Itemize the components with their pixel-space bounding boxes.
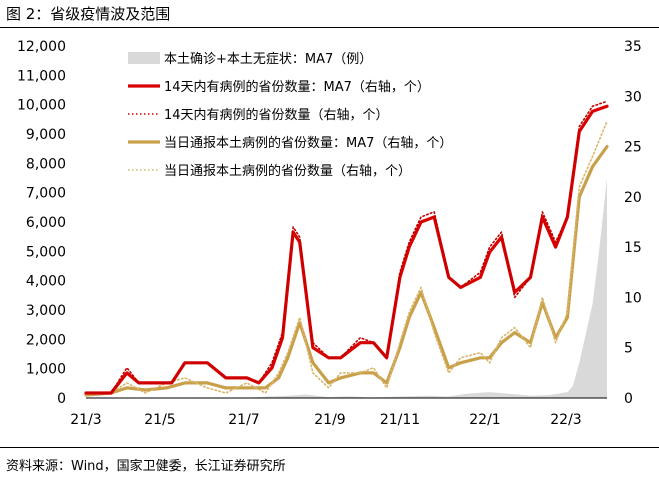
y-left-tick-label: 4,000 <box>26 274 66 290</box>
source-note: 资料来源：Wind，国家卫健委，长江证券研究所 <box>6 459 286 474</box>
y-left-tick-label: 0 <box>57 391 66 407</box>
y-left-tick-label: 9,000 <box>26 127 66 143</box>
x-tick-label: 21/5 <box>144 412 175 428</box>
line-red-daily <box>85 100 608 394</box>
bar-area <box>86 178 607 398</box>
y-left-tick-label: 8,000 <box>26 156 66 172</box>
x-tick-label: 22/3 <box>550 412 581 428</box>
legend-label: 14天内有病例的省份数量（右轴，个） <box>164 107 389 123</box>
y-right-tick-label: 15 <box>624 240 642 256</box>
y-right-tick-label: 25 <box>624 140 642 156</box>
y-left-tick-label: 2,000 <box>26 332 66 348</box>
y-left-tick-label: 11,000 <box>17 68 66 84</box>
y-right-tick-label: 10 <box>624 290 642 306</box>
y-left-tick-label: 5,000 <box>26 244 66 260</box>
y-right-tick-label: 20 <box>624 190 642 206</box>
line-gold-daily <box>85 120 608 396</box>
y-right-tick-label: 30 <box>624 89 642 105</box>
legend-label: 当日通报本土病例的省份数量：MA7（右轴，个） <box>164 135 452 151</box>
y-left-tick-label: 3,000 <box>26 303 66 319</box>
x-tick-label: 22/1 <box>469 412 500 428</box>
y-left-tick-label: 10,000 <box>17 98 66 114</box>
y-left-tick-label: 12,000 <box>17 39 66 55</box>
axes: 21/3 21/5 21/7 21/9 21/11 22/1 22/3 0 1,000 2,000… <box>17 39 642 428</box>
y-right-tick-label: 35 <box>624 39 642 55</box>
y-left-tick-label: 1,000 <box>26 362 66 378</box>
x-tick-label: 21/9 <box>314 412 345 428</box>
line-series <box>84 100 609 397</box>
legend: 本土确诊+本土无症状：MA7（例） 14天内有病例的省份数量：MA7（右轴，个） 1… <box>128 52 452 179</box>
y-right-tick-label: 0 <box>624 391 633 407</box>
legend-swatch-bar <box>128 52 160 64</box>
y-left-tick-label: 7,000 <box>26 186 66 202</box>
bottom-rule <box>0 447 659 448</box>
line-gold-ma7 <box>84 145 609 397</box>
y-right-tick-label: 5 <box>624 341 633 357</box>
chart: 21/3 21/5 21/7 21/9 21/11 22/1 22/3 0 1,000 2,000… <box>17 39 642 428</box>
legend-label: 本土确诊+本土无症状：MA7（例） <box>164 52 372 67</box>
x-tick-label: 21/3 <box>70 412 101 428</box>
legend-label: 14天内有病例的省份数量：MA7（右轴，个） <box>164 79 430 95</box>
x-tick-label: 21/11 <box>380 412 420 428</box>
legend-label: 当日通报本土病例的省份数量（右轴，个） <box>164 163 411 179</box>
bar-series <box>86 178 607 398</box>
y-left-tick-label: 6,000 <box>26 215 66 231</box>
top-rule <box>0 27 659 28</box>
x-tick-label: 21/7 <box>228 412 259 428</box>
figure-title: 图 2：省级疫情波及范围 <box>6 5 171 23</box>
